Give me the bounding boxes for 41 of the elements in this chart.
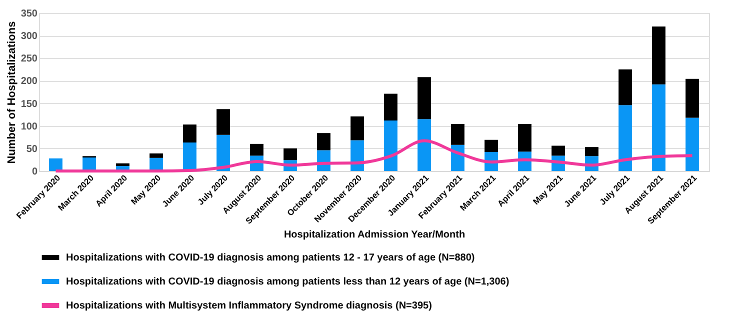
bar bbox=[484, 140, 498, 152]
y-tick-label: 50 bbox=[26, 144, 38, 155]
bar bbox=[317, 133, 330, 150]
bar bbox=[652, 84, 666, 171]
bar bbox=[418, 119, 431, 171]
bar bbox=[150, 153, 163, 158]
bar bbox=[216, 109, 230, 135]
bar bbox=[284, 148, 297, 160]
bar bbox=[384, 94, 398, 120]
legend-label: Hospitalizations with COVID-19 diagnosis among patients 12 - 17 years of age (N=880) bbox=[66, 252, 475, 264]
y-tick-label: 250 bbox=[20, 54, 38, 65]
bar bbox=[250, 144, 264, 156]
bar bbox=[49, 158, 62, 171]
y-tick-label: 200 bbox=[20, 76, 38, 88]
bar bbox=[418, 77, 431, 120]
bar bbox=[183, 142, 196, 171]
y-tick-label: 0 bbox=[32, 166, 38, 178]
bar bbox=[384, 120, 398, 171]
bar bbox=[585, 147, 598, 156]
bar bbox=[350, 116, 364, 140]
y-tick-label: 100 bbox=[20, 121, 38, 132]
line-series bbox=[54, 139, 694, 172]
bar bbox=[686, 78, 699, 118]
bar bbox=[652, 26, 666, 84]
bar bbox=[216, 134, 230, 171]
y-tick-label: 150 bbox=[20, 98, 38, 110]
bar bbox=[451, 124, 464, 145]
y-axis-title: Number of Hospitalizations bbox=[6, 21, 18, 164]
legend-label: Hospitalizations with COVID-19 diagnosis among patients less than 12 years of age (N=1,306) bbox=[66, 276, 510, 288]
legend-label: Hospitalizations with Multisystem Inflammatory Syndrome diagnosis (N=395) bbox=[66, 300, 432, 312]
y-tick-label: 300 bbox=[20, 31, 38, 42]
bar bbox=[350, 140, 364, 171]
bar bbox=[686, 118, 699, 171]
bar bbox=[618, 105, 632, 171]
bar bbox=[518, 124, 532, 152]
x-axis-title: Hospitalization Admission Year/Month bbox=[284, 230, 466, 241]
y-tick-label: 350 bbox=[20, 8, 38, 20]
bar bbox=[552, 146, 565, 156]
bar bbox=[116, 163, 130, 166]
bar bbox=[618, 69, 632, 106]
bar bbox=[183, 124, 196, 143]
